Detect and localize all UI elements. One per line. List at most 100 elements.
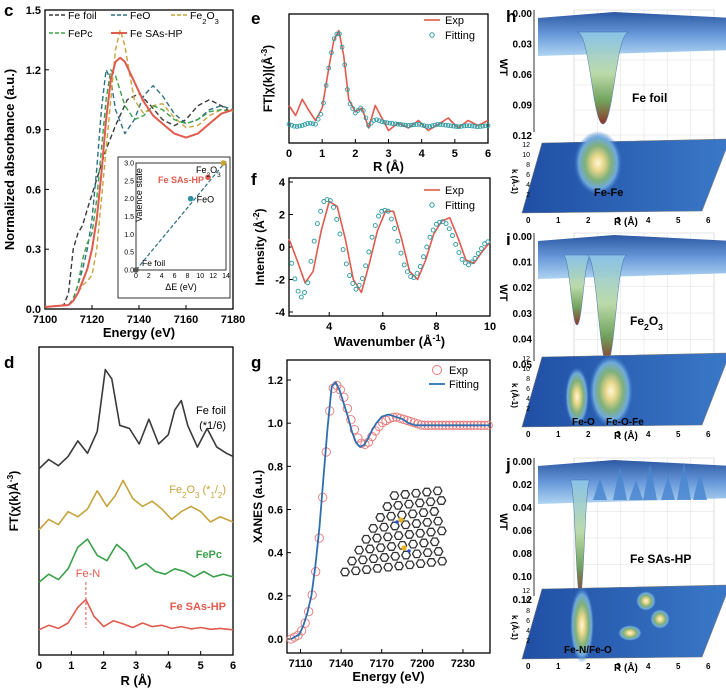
g-y-tick-label: 1.2	[268, 375, 283, 387]
i-panel-letter: i	[506, 230, 511, 249]
i-r-tick-label: 2	[586, 430, 591, 439]
e-fit-point	[286, 121, 292, 127]
g-y-tick-label: 0.0	[268, 634, 283, 646]
f-fit-point	[340, 247, 346, 253]
h-contour-spot	[574, 131, 622, 195]
f-fit-point	[292, 276, 298, 282]
j-k-tick-label: 6	[526, 618, 530, 625]
g-graphene-ring	[350, 566, 361, 576]
g-exp-point	[349, 424, 360, 435]
e-fit-point	[294, 124, 300, 129]
j-z-tick-label: 0.06	[513, 526, 533, 537]
g-graphene-ring	[375, 543, 386, 553]
e-fit-point	[331, 36, 337, 42]
e-fit-point	[406, 123, 411, 128]
e-x-tick-label: 3	[385, 148, 391, 160]
e-fit-point	[387, 120, 393, 126]
f-fit-point	[363, 263, 369, 269]
i-r-tick-label: 4	[646, 430, 651, 439]
i-material-label-part: Fe	[630, 314, 644, 328]
g-x-tick-label: 7230	[451, 658, 475, 670]
f-fit-point	[295, 288, 301, 294]
f-fit-point	[430, 227, 436, 233]
h-z-tick-label: 0.06	[513, 70, 533, 81]
f-y-axis-label-part: )	[253, 208, 267, 212]
e-legend-exp: Exp	[445, 15, 464, 27]
e-fit-point	[334, 31, 340, 37]
e-fit-point	[464, 123, 470, 129]
c-inset-y-tick-label: 1.5	[124, 214, 134, 221]
d-series-2	[38, 538, 234, 583]
e-x-tick-label: 5	[452, 148, 458, 160]
g-graphene-ring	[410, 488, 422, 498]
g-n-atom	[407, 549, 411, 553]
f-y-tick-label: -4	[275, 307, 286, 319]
g-graphene-ring	[425, 527, 437, 537]
f-fit-point	[318, 208, 324, 214]
c-x-tick-label: 7100	[33, 314, 57, 326]
f-fit-point	[382, 207, 388, 213]
e-legend-fit: Fitting	[445, 30, 475, 42]
panel-d: d0 1 2 3 4 5 6R (Å)FT(χ(k)Å-3)Fe foil(*1/6)Fe2…	[4, 346, 236, 688]
c-inset-point	[205, 174, 211, 181]
c-x-tick-label: 7180	[221, 314, 245, 326]
d-series-1	[38, 479, 234, 531]
f-fit-point	[485, 239, 491, 245]
j-z-tick-label: 0.00	[513, 457, 533, 468]
i-r-tick-label: 0	[526, 430, 531, 439]
e-fit-point	[342, 62, 348, 68]
d-x-tick-label: 1	[68, 660, 74, 672]
h-k-tick-label: 4	[526, 182, 530, 189]
e-fit-point	[469, 123, 475, 129]
j-contour-spot	[570, 587, 594, 663]
f-legend-exp: Exp	[445, 185, 464, 197]
f-y-axis-label: Intensity (Å-2)	[251, 208, 267, 285]
e-fit-point	[315, 116, 321, 122]
g-series-fit	[290, 381, 490, 640]
e-y-axis-label-part: FT|χ(k)|(Å	[260, 56, 275, 112]
g-x-tick-label: 7140	[329, 658, 353, 670]
g-graphene-ring	[422, 517, 433, 527]
h-r-tick-label: 5	[676, 216, 681, 225]
d-label-fe2o3-part: (*	[199, 484, 211, 496]
e-fit-point	[339, 44, 345, 50]
c-inset-x-tick-label: 12	[209, 273, 217, 280]
e-fit-point	[390, 121, 395, 126]
i-z-tick-label: 0.00	[513, 232, 533, 243]
j-k-tick-label: 10	[522, 598, 530, 605]
e-fit-point	[363, 115, 369, 121]
i-surface-well	[562, 254, 592, 326]
i-z-tick-label: 0.01	[513, 258, 533, 269]
d-y-axis-label-part: )	[7, 471, 21, 475]
j-r-tick-label: 5	[676, 662, 681, 671]
e-fit-point	[408, 122, 414, 128]
g-y-tick-label: 0.4	[268, 548, 284, 560]
g-graphene-ring	[393, 561, 405, 571]
j-r-axis-label: R (Å)	[614, 661, 638, 674]
h-floor	[521, 138, 726, 214]
c-legend-label-part: FePc	[68, 28, 93, 40]
i-k-tick-label: 2	[526, 406, 530, 413]
c-inset-y-tick-label: 3.0	[124, 161, 134, 168]
e-fit-point	[321, 100, 326, 106]
f-fit-point	[289, 260, 295, 266]
g-graphene-ring	[411, 549, 422, 559]
d-x-tick-label: 4	[165, 660, 172, 672]
f-fit-point	[356, 282, 362, 288]
e-fit-point	[395, 121, 401, 127]
c-inset-y-tick-label: 0.5	[124, 250, 134, 257]
j-surface-spike	[629, 480, 643, 500]
c-inset-x-tick-label: 14	[222, 273, 230, 280]
c-y-tick-label: 0.3	[26, 244, 41, 256]
e-fit-point	[291, 123, 297, 129]
e-fit-point	[427, 124, 432, 129]
j-k-tick-label: 8	[526, 608, 530, 615]
h-surface-well	[576, 31, 630, 125]
c-y-tick-label: 0.9	[26, 125, 41, 137]
f-fit-point	[353, 286, 359, 292]
f-fit-point	[343, 261, 349, 267]
e-fit-point	[429, 123, 435, 129]
c-legend-label: FeO	[130, 10, 150, 22]
panel-j: j 0.000.020.040.060.080.100.12WT12108642k…	[497, 455, 726, 674]
